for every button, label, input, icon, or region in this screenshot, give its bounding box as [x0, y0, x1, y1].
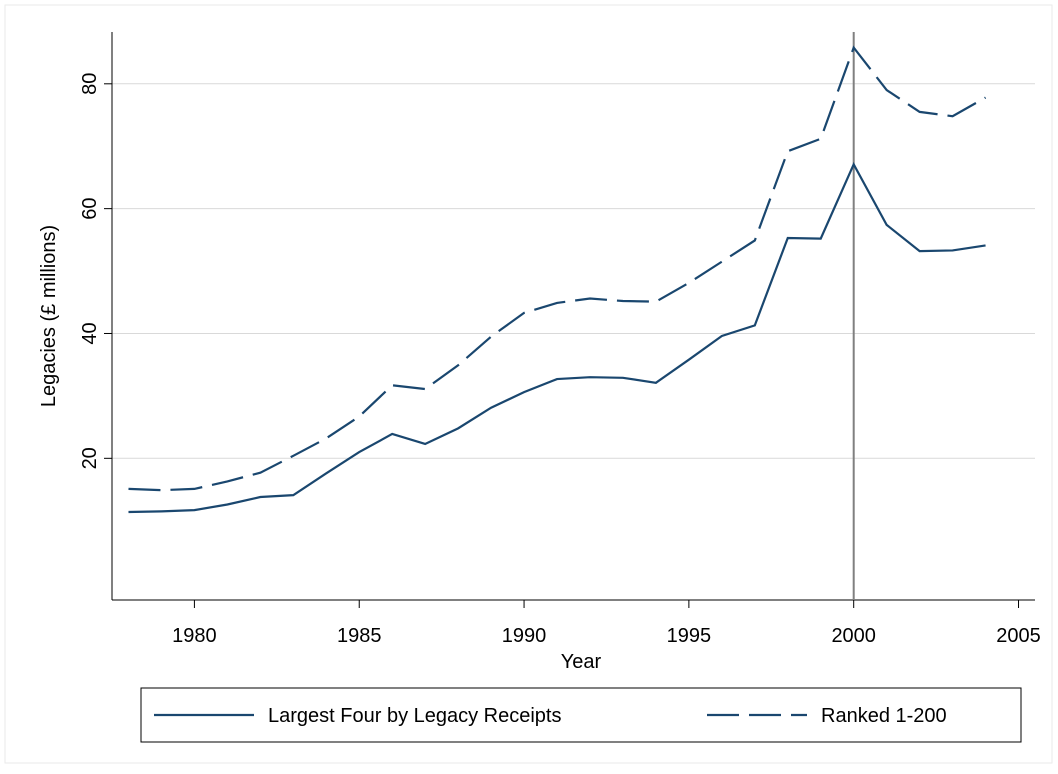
y-tick-label: 60: [79, 198, 101, 220]
legend-box: [140, 687, 1022, 743]
legend-label: Ranked 1-200: [821, 705, 947, 727]
x-tick-label: 2000: [831, 625, 876, 647]
y-tick-label: 40: [79, 322, 101, 344]
y-tick-label: 20: [79, 447, 101, 469]
y-axis-label: Legacies (£ millions): [38, 225, 60, 407]
x-tick-label: 1985: [337, 625, 382, 647]
legend-label: Largest Four by Legacy Receipts: [268, 705, 562, 727]
x-tick-label: 1980: [172, 625, 217, 647]
frame: [4, 4, 1053, 764]
series-line: [128, 161, 986, 514]
y-tick-label: 80: [79, 73, 101, 95]
x-tick-label: 2005: [996, 625, 1041, 647]
x-axis-label: Year: [561, 651, 602, 673]
x-tick-label: 1995: [667, 625, 712, 647]
x-tick-label: 1990: [502, 625, 547, 647]
series-line: [128, 45, 987, 492]
